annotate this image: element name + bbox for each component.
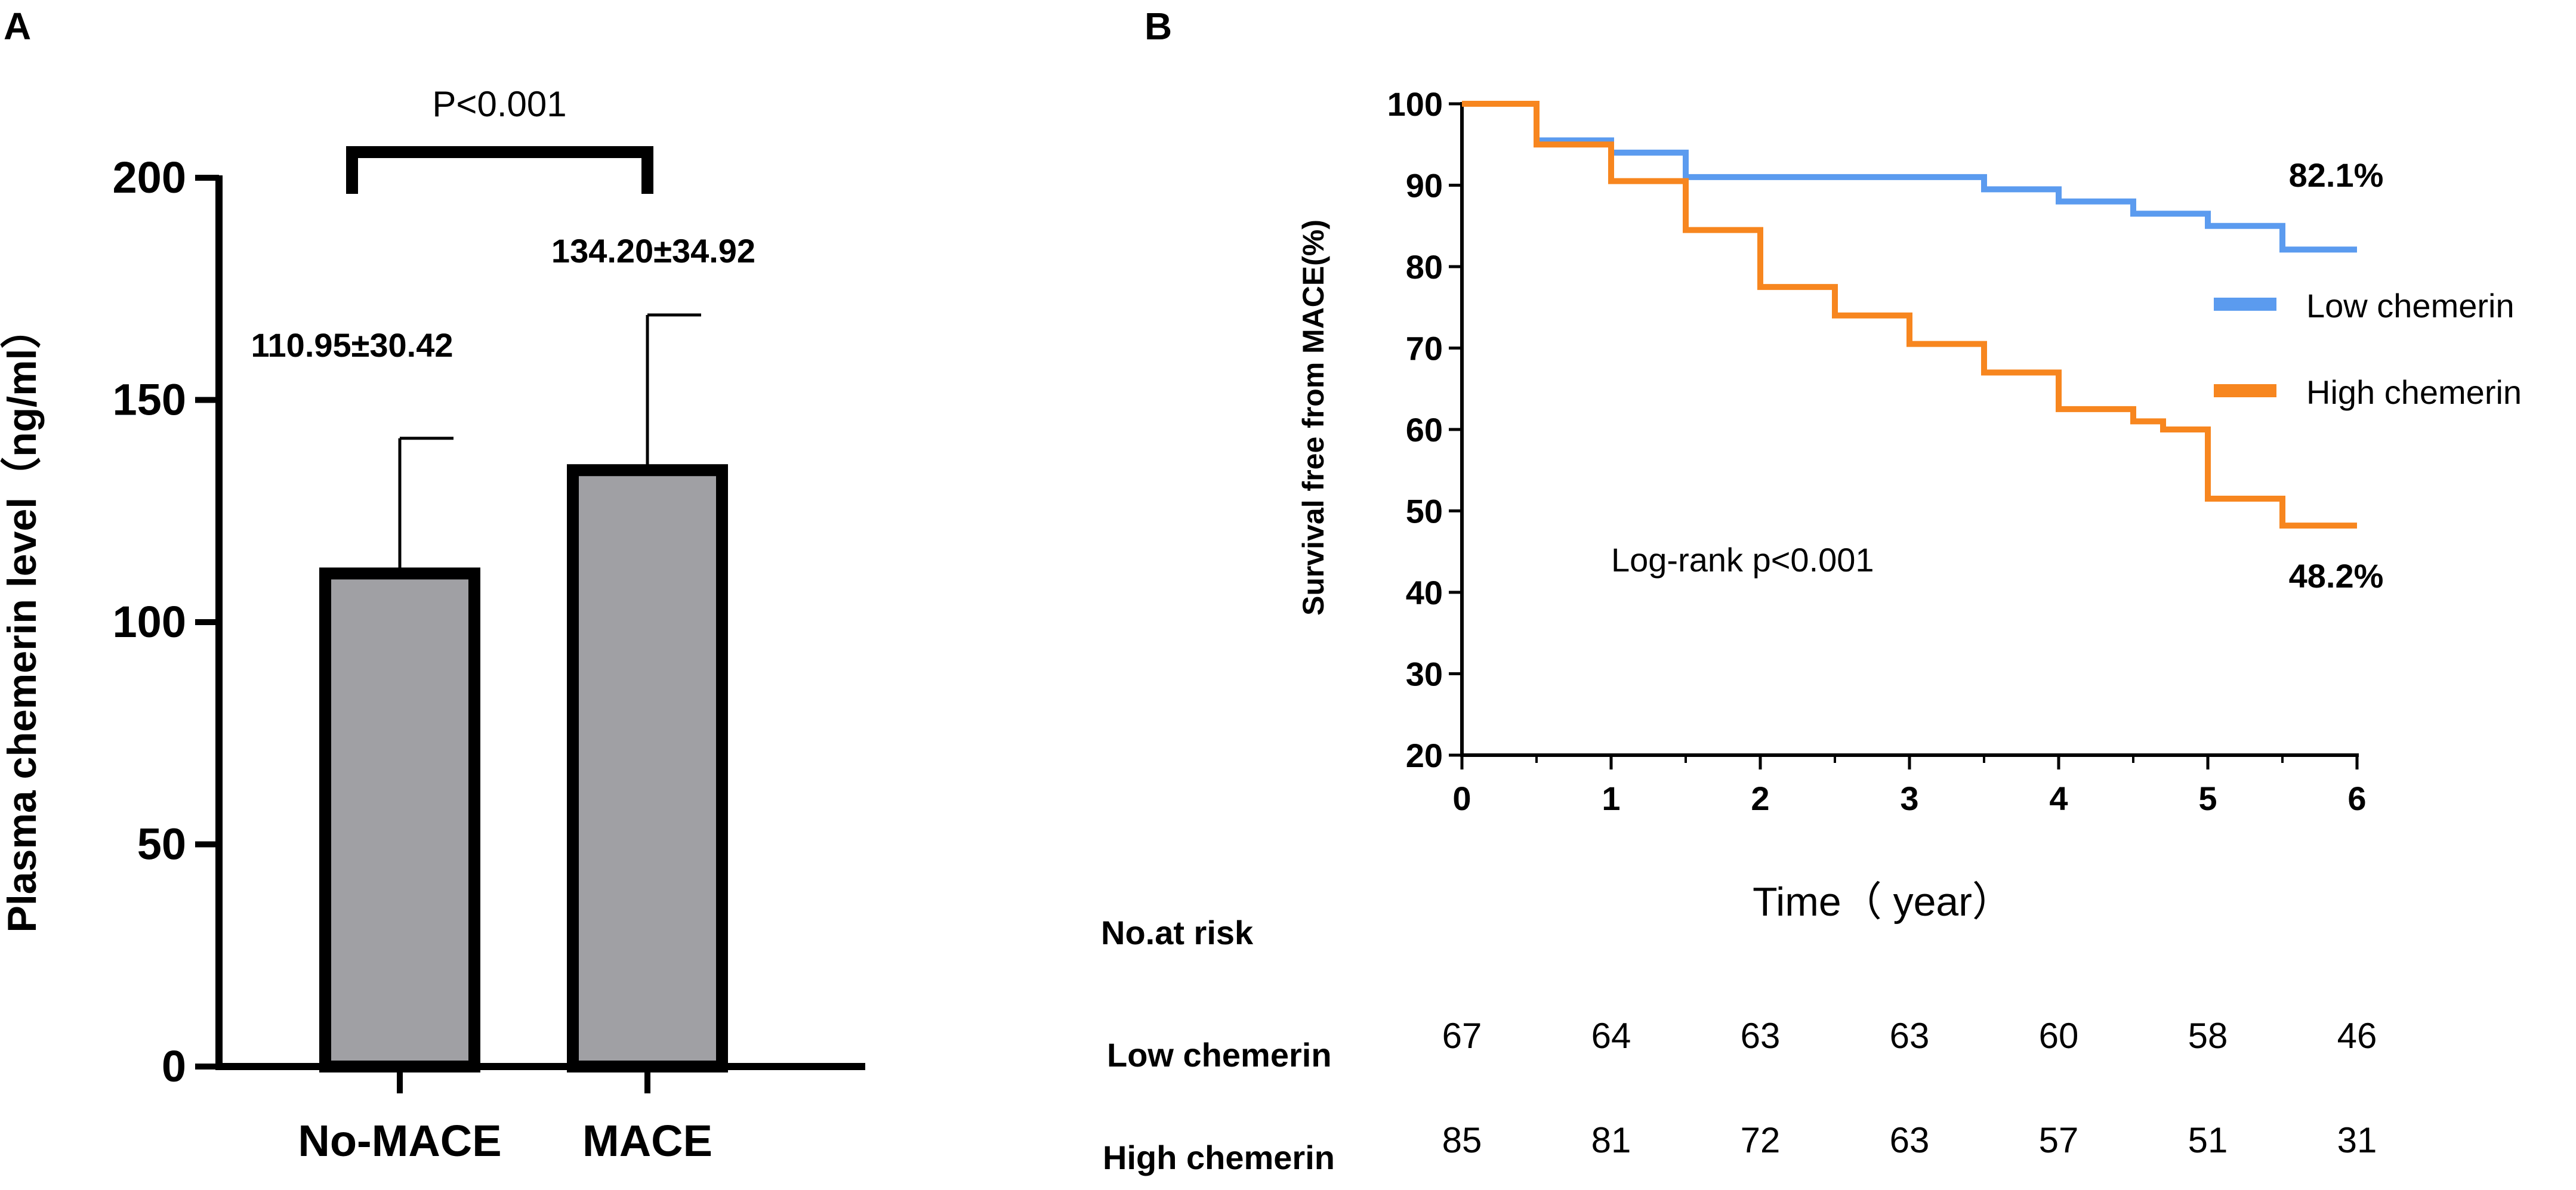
- survival-y-tick-label: 20: [1406, 737, 1443, 774]
- legend-label-low-chemerin: Low chemerin: [2306, 287, 2515, 324]
- survival-x-tick-label: 0: [1452, 780, 1471, 817]
- survival-x-tick-label: 4: [2049, 780, 2068, 817]
- survival-y-tick-label: 90: [1406, 167, 1443, 205]
- risk-value-high-chemerin: 57: [2039, 1120, 2079, 1160]
- bar-chart-x-tick-label: No-MACE: [298, 1116, 501, 1166]
- risk-value-high-chemerin: 81: [1591, 1120, 1631, 1160]
- survival-x-tick-label: 6: [2347, 780, 2366, 817]
- survival-y-tick-label: 80: [1406, 248, 1443, 286]
- survival-y-tick-label: 50: [1406, 493, 1443, 530]
- significance-bracket: P<0.001: [346, 84, 653, 194]
- risk-value-low-chemerin: 46: [2337, 1016, 2377, 1056]
- risk-value-low-chemerin: 64: [1591, 1016, 1631, 1056]
- bar-no-mace: [319, 567, 480, 1072]
- bar-mace: [567, 464, 728, 1072]
- low-chemerin-end-label: 82.1%: [2289, 156, 2384, 194]
- risk-row-label-low-chemerin: Low chemerin: [1107, 1036, 1332, 1074]
- bar-chart-y-axis: 0 50 100 150 200: [113, 153, 223, 1091]
- survival-y-axis-label: Survival free from MACE(%): [1297, 220, 1330, 616]
- bar-chart-y-axis-label: Plasma chemerin level（ng/ml）: [0, 308, 45, 933]
- bar-chart-bars: [319, 464, 728, 1072]
- risk-value-low-chemerin: 67: [1442, 1016, 1482, 1056]
- value-label-mace: 134.20±34.92: [551, 232, 755, 270]
- bar-chart-x-tick-label: MACE: [582, 1116, 712, 1166]
- risk-value-high-chemerin: 72: [1741, 1120, 1781, 1160]
- survival-curves: [1462, 101, 2357, 529]
- risk-value-low-chemerin: 60: [2039, 1016, 2079, 1056]
- survival-x-tick-label: 3: [1900, 780, 1918, 817]
- bar-chart-y-tick-label: 200: [113, 153, 186, 202]
- survival-curve-high-chemerin: [1462, 101, 2357, 529]
- survival-y-tick-label: 40: [1406, 574, 1443, 611]
- bar-chart-y-tick-label: 100: [113, 597, 186, 647]
- survival-x-tick-label: 5: [2198, 780, 2217, 817]
- survival-x-axis-label: Time（ year）: [1753, 879, 2013, 925]
- risk-value-low-chemerin: 58: [2188, 1016, 2228, 1056]
- risk-table: No.at risk Low chemerin High chemerin 67…: [1101, 914, 2377, 1176]
- bar-chart-y-tick-label: 50: [137, 820, 186, 869]
- survival-y-tick-label: 100: [1387, 85, 1443, 123]
- survival-y-tick-label: 30: [1406, 656, 1443, 693]
- risk-value-high-chemerin: 85: [1442, 1120, 1482, 1160]
- survival-y-tick-label: 60: [1406, 411, 1443, 449]
- risk-value-low-chemerin: 63: [1890, 1016, 1930, 1056]
- high-chemerin-end-label: 48.2%: [2289, 557, 2384, 595]
- legend-label-high-chemerin: High chemerin: [2306, 373, 2522, 411]
- survival-curve-low-chemerin: [1462, 101, 2357, 253]
- survival-chart-panel: Survival free from MACE(%) 2030405060708…: [1101, 85, 2522, 1176]
- significance-bracket-line: [346, 146, 653, 194]
- value-label-no-mace: 110.95±30.42: [251, 326, 453, 364]
- significance-label: P<0.001: [432, 84, 566, 124]
- bar-chart-y-tick-label: 0: [162, 1041, 186, 1091]
- panel-label-b: B: [1144, 5, 1172, 48]
- survival-x-tick-label: 1: [1602, 780, 1620, 817]
- risk-value-low-chemerin: 63: [1741, 1016, 1781, 1056]
- risk-table-title: No.at risk: [1101, 914, 1254, 951]
- panel-label-a: A: [4, 5, 31, 48]
- risk-value-high-chemerin: 51: [2188, 1120, 2228, 1160]
- survival-x-tick-label: 2: [1751, 780, 1769, 817]
- risk-table-values: 67 64 63 63 60 58 46 85 81 72 63 57 51 31: [1442, 1016, 2377, 1160]
- survival-y-tick-label: 70: [1406, 330, 1443, 367]
- log-rank-annotation: Log-rank p<0.001: [1611, 541, 1874, 579]
- risk-value-high-chemerin: 31: [2337, 1120, 2377, 1160]
- survival-legend: Low chemerin High chemerin: [2214, 287, 2522, 411]
- risk-row-label-high-chemerin: High chemerin: [1103, 1139, 1335, 1176]
- bar-chart-panel: Plasma chemerin level（ng/ml） 0 50 100 150 20…: [0, 84, 865, 1166]
- risk-value-high-chemerin: 63: [1890, 1120, 1930, 1160]
- bar-chart-value-labels: 110.95±30.42 134.20±34.92: [251, 232, 755, 364]
- bar-chart-error-bars: [398, 313, 701, 574]
- bar-chart-x-axis: No-MACE MACE: [215, 1063, 865, 1166]
- survival-axes: 20 30 40 50 60 70 80 90 100 0 1 2 3 4 5 6: [1387, 85, 2367, 817]
- bar-chart-y-tick-label: 150: [113, 375, 186, 425]
